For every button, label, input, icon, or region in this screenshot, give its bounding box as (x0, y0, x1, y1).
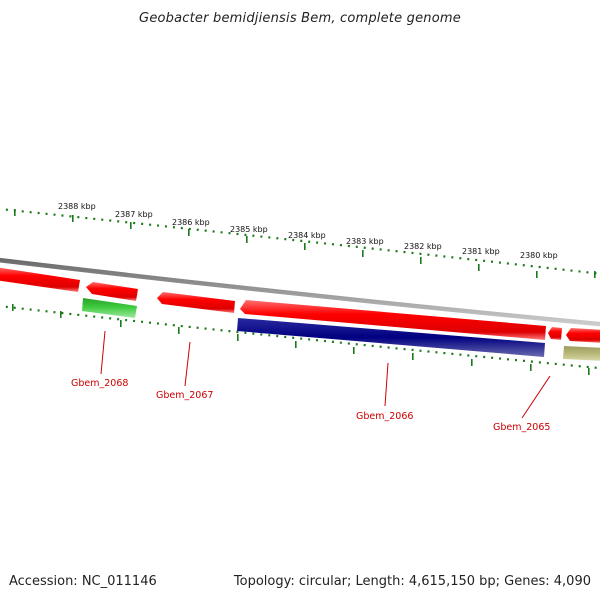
cds-arrow (240, 300, 546, 340)
scale-label-2384: 2384 kbp (288, 231, 326, 240)
genome-backbone (0, 257, 600, 327)
inner-tick (178, 327, 180, 334)
genome-title: Geobacter bemidjiensis Bem, complete gen… (139, 11, 461, 26)
inner-tick (237, 334, 239, 341)
leader-line-gbem-2065 (521, 375, 551, 419)
leader-line-gbem-2068 (100, 330, 106, 375)
scale-label-2385: 2385 kbp (230, 225, 268, 234)
scale-tick (478, 264, 480, 271)
outer-scale: 2388 kbp 2387 kbp 2386 kbp 2385 kbp 2384… (0, 202, 600, 278)
accession-text: Accession: NC_011146 (9, 574, 157, 589)
gene-block-gbem-2068[interactable] (82, 298, 137, 318)
scale-tick (188, 229, 190, 236)
scale-tick (130, 222, 132, 229)
scale-label-2380: 2380 kbp (520, 251, 558, 260)
inner-tick (295, 341, 297, 348)
inner-tick (530, 364, 532, 371)
scale-tick (14, 209, 16, 216)
scale-label-2387: 2387 kbp (115, 210, 153, 219)
cds-arrow (0, 267, 80, 292)
outer-scale-dots (0, 207, 600, 275)
scale-label-2383: 2383 kbp (346, 237, 384, 246)
cds-arrow (548, 327, 562, 340)
gene-features (82, 298, 600, 361)
gene-block-gbem-2065[interactable] (563, 346, 600, 361)
inner-scale-dots (0, 305, 600, 370)
cds-arrow (86, 282, 138, 301)
gene-label-gbem-2068[interactable]: Gbem_2068 (71, 378, 128, 389)
cds-arrow (157, 292, 235, 313)
inner-tick (60, 311, 62, 318)
leader-line-gbem-2066 (384, 362, 389, 407)
gene-label-gbem-2065[interactable]: Gbem_2065 (493, 422, 550, 433)
scale-label-2382: 2382 kbp (404, 242, 442, 251)
scale-label-2388: 2388 kbp (58, 202, 96, 211)
scale-tick (304, 243, 306, 250)
inner-tick (12, 304, 14, 311)
inner-tick (471, 359, 473, 366)
scale-tick (362, 250, 364, 257)
inner-tick (353, 347, 355, 354)
inner-tick (120, 320, 122, 327)
inner-scale (0, 304, 600, 375)
inner-tick (588, 368, 590, 375)
scale-label-2386: 2386 kbp (172, 218, 210, 227)
scale-tick (536, 271, 538, 278)
genome-summary-text: Topology: circular; Length: 4,615,150 bp… (233, 574, 591, 589)
scale-tick (594, 271, 596, 278)
scale-tick (246, 236, 248, 243)
gene-label-gbem-2066[interactable]: Gbem_2066 (356, 411, 413, 422)
scale-tick (72, 215, 74, 222)
cds-track (0, 267, 600, 343)
leader-line-gbem-2067 (184, 341, 191, 387)
gene-labels: Gbem_2068 Gbem_2067 Gbem_2066 Gbem_2065 (71, 378, 550, 433)
cds-arrow (566, 328, 600, 343)
scale-tick (420, 257, 422, 264)
scale-label-2381: 2381 kbp (462, 247, 500, 256)
gene-block-gbem-2066[interactable] (237, 318, 545, 357)
inner-tick (412, 353, 414, 360)
gene-leaders (100, 330, 551, 419)
gene-label-gbem-2067[interactable]: Gbem_2067 (156, 390, 213, 401)
